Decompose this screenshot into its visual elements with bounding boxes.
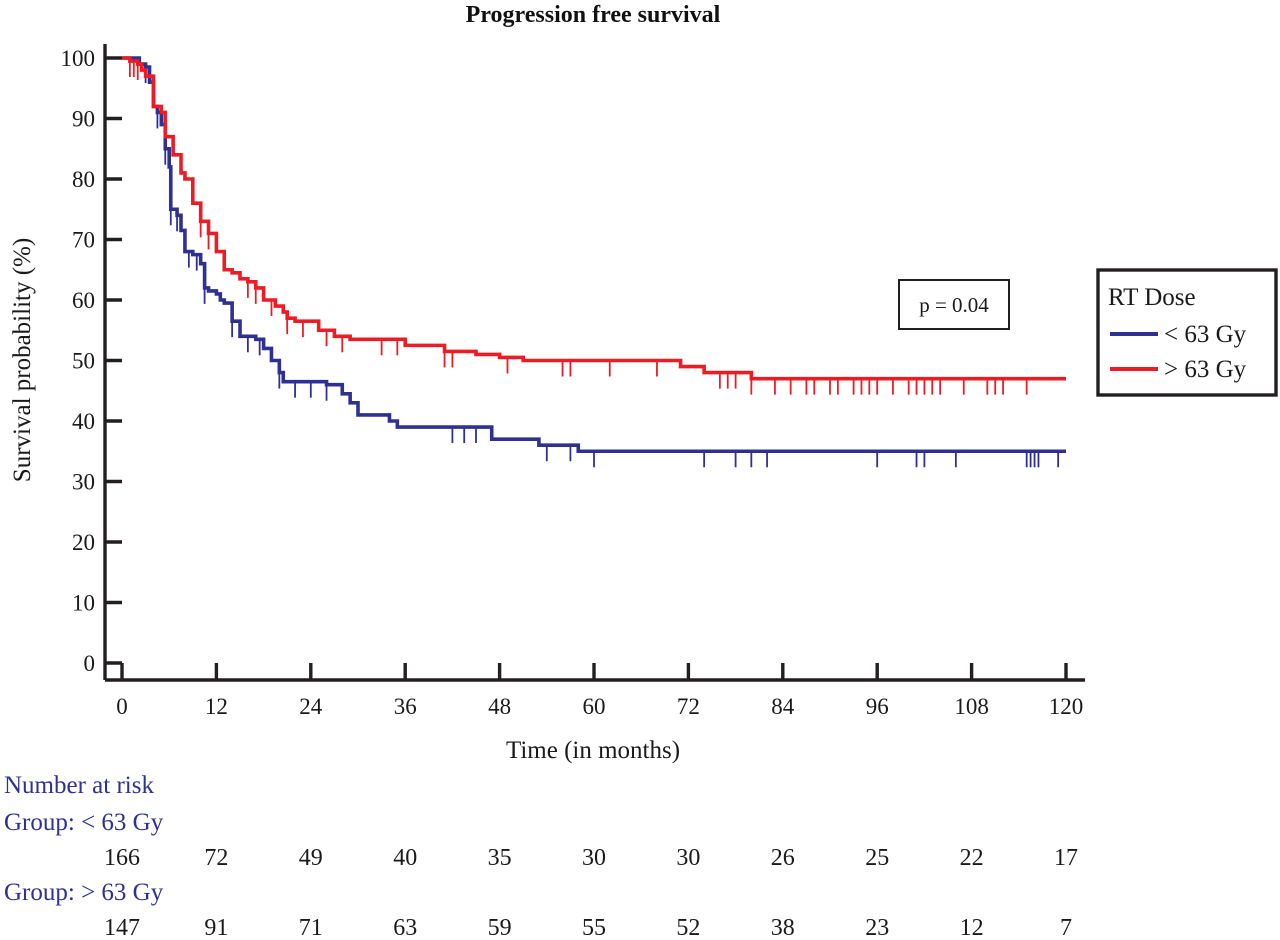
risk-group-label-gt63: Group: > 63 Gy (4, 879, 164, 906)
x-tick-label-60: 60 (583, 694, 606, 719)
chart-title: Progression free survival (466, 2, 721, 28)
legend: RT Dose < 63 Gy > 63 Gy (1096, 268, 1278, 397)
x-tick-label-108: 108 (954, 694, 989, 719)
curve-gt63 (122, 56, 1066, 381)
y-tick-label-90: 90 (72, 107, 95, 132)
x-axis-title: Time (in months) (506, 737, 680, 764)
x-ticks: 0 12 24 36 48 60 72 84 96 108 120 (116, 663, 1083, 719)
risk-value-lt63-12: 72 (204, 845, 228, 871)
legend-label-gt63: > 63 Gy (1164, 356, 1247, 383)
y-tick-label-50: 50 (72, 349, 95, 374)
risk-value-gt63-72: 52 (676, 915, 700, 940)
x-tick-label-120: 120 (1049, 694, 1084, 719)
risk-value-lt63-108: 22 (960, 845, 984, 871)
risk-value-lt63-36: 40 (393, 845, 417, 871)
y-tick-label-80: 80 (72, 167, 95, 192)
risk-value-gt63-0: 147 (104, 915, 140, 940)
y-tick-label-10: 10 (72, 591, 95, 616)
risk-value-gt63-48: 59 (488, 915, 512, 940)
risk-value-gt63-36: 63 (393, 915, 417, 940)
risk-value-gt63-84: 38 (771, 915, 795, 940)
legend-label-lt63: < 63 Gy (1164, 321, 1247, 348)
x-tick-label-72: 72 (677, 694, 700, 719)
series-layer (105, 56, 1066, 665)
x-tick-label-0: 0 (116, 694, 128, 719)
y-tick-label-30: 30 (72, 470, 95, 495)
x-tick-label-24: 24 (299, 694, 323, 719)
x-tick-label-96: 96 (866, 694, 889, 719)
risk-row-lt63: 166 72 49 40 35 30 30 26 25 22 17 (104, 845, 1078, 871)
risk-row-gt63: 147 91 71 63 59 55 52 38 23 12 7 (104, 915, 1072, 940)
risk-table: Number at risk Group: < 63 Gy 166 72 49 40 3… (4, 772, 1078, 940)
risk-value-lt63-96: 25 (865, 845, 889, 871)
y-tick-label-100: 100 (61, 46, 96, 71)
x-tick-label-84: 84 (771, 694, 795, 719)
y-axis-title: Survival probability (%) (9, 238, 36, 482)
risk-value-gt63-60: 55 (582, 915, 606, 940)
risk-value-lt63-84: 26 (771, 845, 795, 871)
x-tick-label-36: 36 (394, 694, 417, 719)
risk-group-label-lt63: Group: < 63 Gy (4, 809, 164, 836)
p-value-frame (898, 279, 1010, 330)
risk-value-lt63-24: 49 (299, 845, 323, 871)
y-tick-label-40: 40 (72, 409, 95, 434)
y-tick-label-60: 60 (72, 288, 95, 313)
risk-value-lt63-0: 166 (104, 845, 140, 871)
risk-value-lt63-72: 30 (676, 845, 700, 871)
y-ticks: 0 10 20 30 40 50 60 70 80 90 100 (61, 46, 122, 676)
risk-value-gt63-120: 7 (1060, 915, 1072, 940)
risk-table-title: Number at risk (4, 772, 154, 799)
series-lt63 (122, 56, 1066, 468)
x-tick-label-48: 48 (488, 694, 511, 719)
y-tick-label-0: 0 (84, 651, 96, 676)
risk-value-lt63-60: 30 (582, 845, 606, 871)
y-tick-label-70: 70 (72, 228, 95, 253)
risk-value-gt63-96: 23 (865, 915, 889, 940)
y-tick-label-20: 20 (72, 530, 95, 555)
risk-value-lt63-48: 35 (488, 845, 512, 871)
p-value-box: p = 0.04 (898, 279, 1010, 330)
series-gt63 (122, 56, 1066, 395)
p-value-text: p = 0.04 (919, 293, 989, 317)
risk-value-gt63-12: 91 (204, 915, 228, 940)
risk-value-gt63-108: 12 (960, 915, 984, 940)
risk-value-lt63-120: 17 (1054, 845, 1078, 871)
legend-title: RT Dose (1108, 284, 1196, 311)
x-tick-label-12: 12 (205, 694, 228, 719)
risk-value-gt63-24: 71 (299, 915, 323, 940)
